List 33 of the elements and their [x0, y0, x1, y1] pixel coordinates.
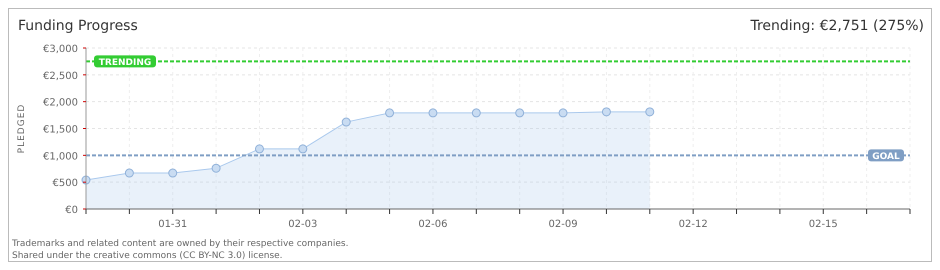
- point: [558, 108, 568, 118]
- point: [515, 108, 524, 118]
- point: [298, 144, 308, 154]
- text: Trademarks and related content are owned by their respective companies.: [11, 239, 348, 249]
- x-tick-label: 02-09: [548, 219, 578, 230]
- y-tick-label: €1,500: [43, 124, 78, 136]
- point: [168, 168, 178, 178]
- point: [254, 144, 264, 154]
- y-tick-label: €2,500: [43, 70, 78, 82]
- x-tick-label: 02-03: [288, 219, 318, 230]
- chart-subtitle: Trending: €2,751 (275%): [749, 18, 924, 34]
- y-tick-label: €1,000: [43, 151, 78, 162]
- point: [124, 168, 134, 178]
- point: [645, 107, 654, 116]
- point: [602, 107, 611, 116]
- y-axis-title: PLEDGED: [17, 104, 27, 154]
- x-tick-label: 02-06: [418, 219, 448, 230]
- y-tick-label: €0: [65, 205, 78, 216]
- text: Shared under the creative commons (CC BY-NC 3.0) license.: [12, 251, 283, 261]
- x-tick-label: 02-15: [808, 219, 838, 230]
- point: [342, 118, 351, 127]
- point: [385, 108, 394, 118]
- x-tick-label: 02-12: [678, 219, 708, 230]
- ref-line-label: GOAL: [872, 152, 900, 162]
- chart-title: Funding Progress: [18, 18, 138, 34]
- point: [212, 164, 221, 173]
- y-tick-label: €3,000: [43, 44, 78, 55]
- y-tick-label: €2,000: [43, 98, 78, 109]
- point: [472, 108, 481, 118]
- ref-line-label: TRENDING: [98, 58, 152, 68]
- y-tick-label: €500: [52, 178, 78, 190]
- x-tick-label: 01-31: [158, 219, 188, 230]
- point: [428, 108, 438, 118]
